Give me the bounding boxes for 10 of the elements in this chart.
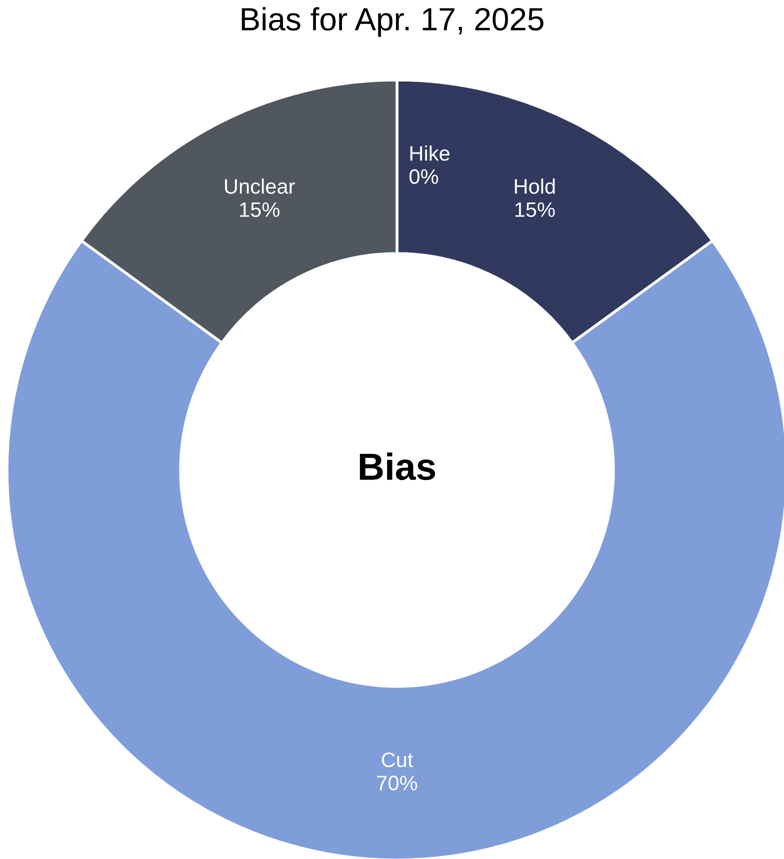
text: 0% xyxy=(410,169,438,184)
data-label: 15% xyxy=(240,202,280,218)
slice-label: Unclear xyxy=(225,178,295,194)
text: Bias xyxy=(360,452,436,480)
slice-label: Cut xyxy=(382,752,414,768)
data-label: 70% xyxy=(377,776,418,790)
data-label: 15% xyxy=(515,202,555,218)
chart-title: Bias for Apr. 17, 2025 xyxy=(242,7,544,37)
slice-label: Hold xyxy=(514,178,555,194)
category-label: Hike xyxy=(410,145,450,161)
